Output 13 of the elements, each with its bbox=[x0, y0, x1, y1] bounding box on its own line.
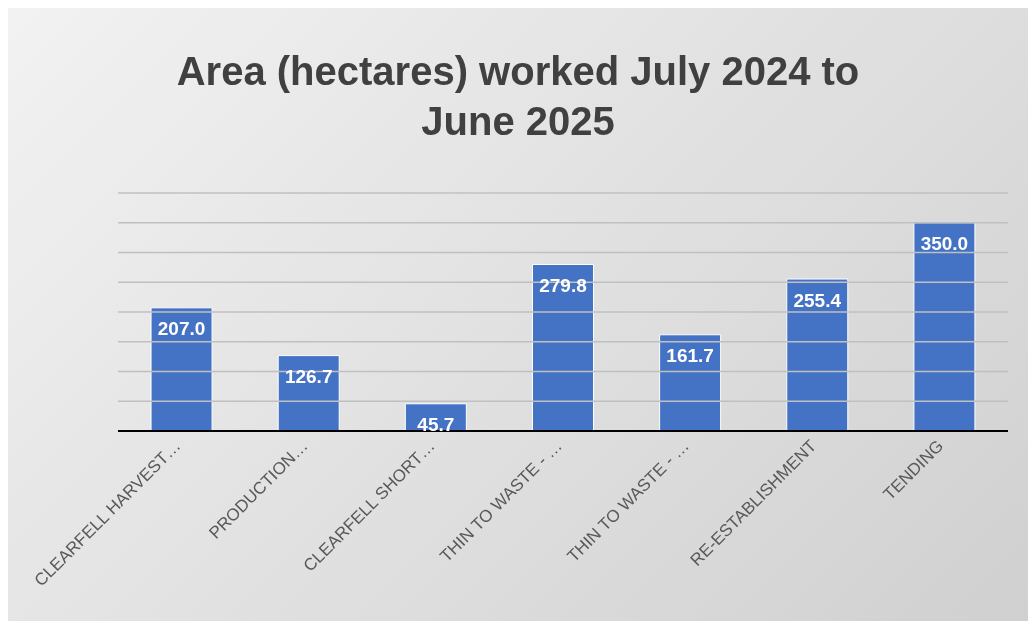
bar bbox=[150, 307, 213, 431]
bar bbox=[913, 222, 976, 431]
data-label: 126.7 bbox=[284, 366, 333, 388]
data-label: 255.4 bbox=[793, 289, 842, 311]
bar bbox=[531, 264, 594, 431]
data-label: 207.0 bbox=[157, 318, 206, 340]
data-label: 161.7 bbox=[666, 345, 714, 367]
bar bbox=[786, 278, 849, 431]
bar bbox=[277, 355, 340, 431]
data-label: 350.0 bbox=[920, 233, 969, 255]
bar bbox=[659, 334, 722, 431]
chart-title: Area (hectares) worked July 2024 to June 2025 bbox=[175, 48, 861, 145]
data-label: 45.7 bbox=[417, 414, 455, 436]
